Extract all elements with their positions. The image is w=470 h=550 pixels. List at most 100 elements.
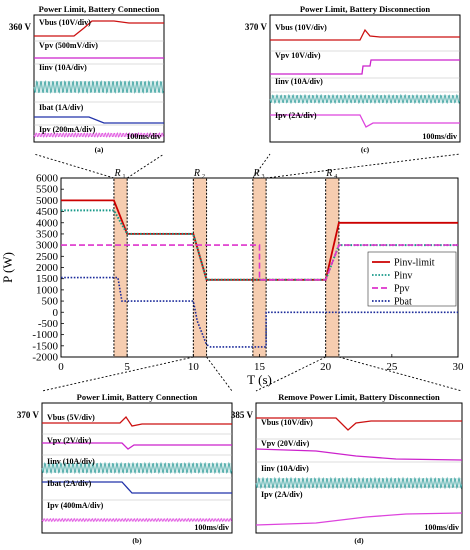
side-voltage-label: 385 V bbox=[231, 410, 254, 420]
main-chart: R 1 R 2 R 3 R 4-2000-1500-1000-5000500100015002… bbox=[0, 168, 464, 387]
legend-label-pinv: Pinv bbox=[394, 271, 412, 282]
signal-label: Ipv (2A/div) bbox=[261, 490, 303, 499]
connector-r1-right bbox=[126, 153, 165, 179]
x-tick-label: 30 bbox=[453, 361, 465, 373]
y-tick-label: 1500 bbox=[36, 273, 59, 285]
legend-label-pinv-limit: Pinv-limit bbox=[394, 258, 435, 269]
region-label-sub: 2 bbox=[202, 174, 205, 180]
y-tick-label: -2000 bbox=[32, 352, 58, 364]
side-voltage-label: 370 V bbox=[245, 22, 268, 32]
trace-ibat bbox=[42, 481, 232, 494]
connector-r1-left bbox=[33, 153, 115, 179]
region-label-sub: 1 bbox=[123, 174, 126, 180]
panel-caption: (d) bbox=[354, 536, 364, 545]
x-tick-label: 25 bbox=[386, 361, 398, 373]
scope-panel-c: Power Limit, Battery Disconnection Vbus (… bbox=[245, 4, 461, 154]
region-label-letter: R bbox=[113, 168, 120, 179]
signal-label: Vpv (2V/div) bbox=[47, 436, 92, 445]
region-label-sub: 4 bbox=[334, 174, 337, 180]
trace-iinv bbox=[33, 80, 164, 94]
scope-screen bbox=[255, 402, 463, 534]
x-tick-label: 10 bbox=[188, 361, 200, 373]
series-line-pinv bbox=[61, 209, 458, 281]
timebase-label: 100ms/div bbox=[422, 132, 457, 141]
trace-ipv bbox=[270, 114, 460, 128]
y-tick-label: -1000 bbox=[32, 329, 58, 341]
trace-ipv bbox=[33, 132, 164, 138]
y-tick-label: -1500 bbox=[32, 340, 58, 352]
trace-vbus bbox=[270, 28, 460, 41]
signal-label: Iinv (10A/div) bbox=[261, 464, 309, 473]
signal-label: Vbus (5V/div) bbox=[47, 413, 95, 422]
highlight-region-2 bbox=[192, 177, 208, 358]
highlight-region-1 bbox=[113, 177, 128, 358]
signal-label: Vpv (500mV/div) bbox=[39, 41, 98, 50]
y-tick-label: 5000 bbox=[36, 195, 59, 207]
y-tick-label: 3000 bbox=[36, 240, 59, 252]
scope-panel-a: Power Limit, Battery Connection Vbus (10V… bbox=[9, 4, 165, 154]
y-tick-label: 5500 bbox=[36, 184, 59, 196]
region-label-letter: R bbox=[193, 168, 200, 179]
side-voltage-label: 370 V bbox=[17, 410, 40, 420]
region-label-sub: 3 bbox=[262, 174, 265, 180]
trace-ipv-envelope bbox=[34, 133, 164, 137]
trace-iinv bbox=[255, 476, 463, 490]
legend-label-ppv: Ppv bbox=[394, 284, 410, 295]
trace-vpv bbox=[42, 442, 232, 450]
chart-legend: Pinv-limit Pinv Ppv Pbat bbox=[367, 251, 457, 308]
timebase-label: 100ms/div bbox=[424, 523, 459, 532]
connector-r3-left bbox=[252, 153, 271, 179]
panel-title: Remove Power Limit, Battery Disconnectio… bbox=[278, 392, 440, 402]
side-voltage-label: 360 V bbox=[9, 22, 32, 32]
panel-caption: (b) bbox=[132, 536, 142, 545]
zoom-connectors bbox=[33, 153, 463, 392]
connector-r2-left bbox=[41, 356, 194, 392]
x-tick-label: 15 bbox=[254, 361, 266, 373]
trace-ibat bbox=[34, 116, 164, 124]
trace-vpv bbox=[270, 59, 460, 75]
region-label-letter: R bbox=[325, 168, 332, 179]
legend-box bbox=[367, 251, 457, 307]
panel-title: Power Limit, Battery Disconnection bbox=[300, 4, 430, 14]
trace-iinv-envelope bbox=[42, 463, 232, 473]
y-tick-label: 6000 bbox=[36, 173, 59, 185]
signal-label: Ibat (2A/div) bbox=[47, 479, 92, 488]
trace-vbus bbox=[256, 417, 462, 431]
panel-title: Power Limit, Battery Connection bbox=[39, 4, 160, 14]
trace-vbus bbox=[34, 20, 164, 37]
scope-screen bbox=[269, 14, 461, 143]
signal-label: Iinv (10A/div) bbox=[47, 457, 95, 466]
x-axis-label: T (s) bbox=[247, 372, 272, 387]
signal-label: Vbus (10V/div) bbox=[275, 23, 327, 32]
connector-r4-right bbox=[338, 356, 463, 392]
signal-label: Ipv (2A/div) bbox=[275, 111, 317, 120]
y-tick-label: 2500 bbox=[36, 251, 59, 263]
panel-title: Power Limit, Battery Connection bbox=[77, 392, 198, 402]
signal-label: Ipv (200mA/div) bbox=[39, 125, 96, 134]
connector-r2-right bbox=[206, 356, 233, 392]
y-tick-label: 4500 bbox=[36, 206, 59, 218]
trace-vpv bbox=[255, 448, 463, 461]
x-tick-label: 20 bbox=[320, 361, 332, 373]
signal-label: Ipv (400mA/div) bbox=[47, 501, 104, 510]
trace-vbus bbox=[42, 415, 232, 427]
signal-label: Iinv (10A/div) bbox=[275, 77, 323, 86]
signal-label: Vbus (10V/div) bbox=[39, 18, 91, 27]
legend-label-pbat: Pbat bbox=[394, 297, 412, 308]
trace-ipv bbox=[255, 512, 463, 526]
signal-label: Ibat (1A/div) bbox=[39, 103, 84, 112]
y-tick-label: 2000 bbox=[36, 262, 59, 274]
y-tick-label: 0 bbox=[53, 307, 59, 319]
y-tick-label: 1000 bbox=[36, 284, 59, 296]
trace-iinv bbox=[41, 461, 233, 475]
signal-label: Vpv (20V/div) bbox=[261, 439, 310, 448]
series-line-pbat bbox=[61, 276, 458, 348]
trace-iinv-envelope bbox=[270, 95, 460, 103]
panel-caption: (c) bbox=[361, 145, 370, 154]
y-axis-label: P (W) bbox=[0, 252, 15, 283]
connector-r4-left bbox=[255, 356, 326, 392]
y-tick-label: -500 bbox=[38, 318, 59, 330]
